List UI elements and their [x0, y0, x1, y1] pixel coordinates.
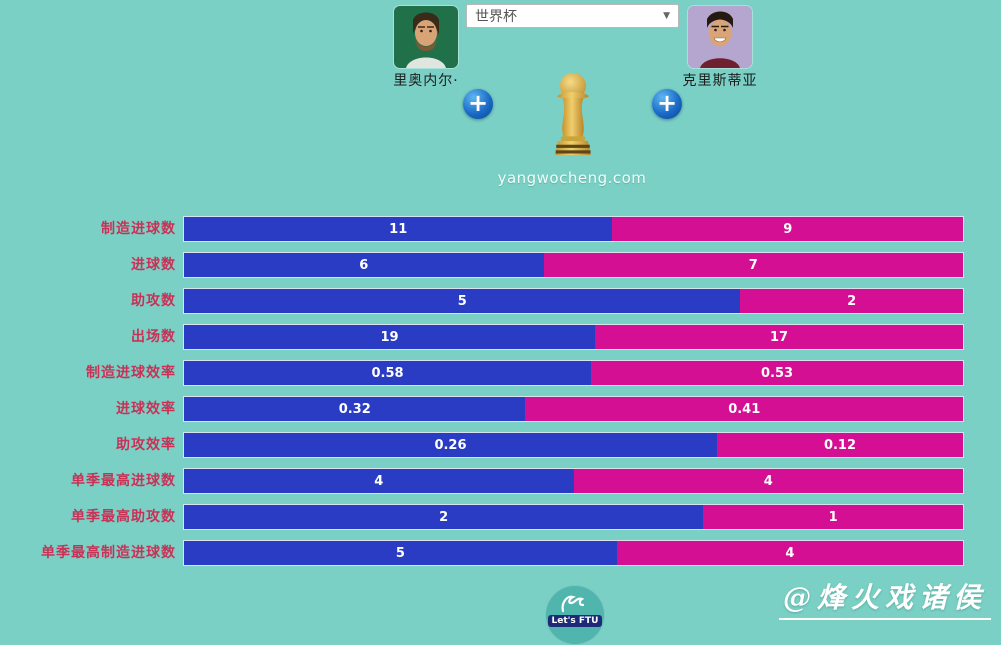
- author-watermark: @烽火戏诸侯: [778, 576, 991, 620]
- stacked-bar: 0.58 0.53: [183, 360, 964, 386]
- logo-text: Let's FTU: [547, 615, 603, 627]
- bar-segment-left: 5: [184, 541, 617, 565]
- chevron-down-icon: ▼: [663, 11, 670, 21]
- bar-value: 0.12: [823, 437, 857, 453]
- messi-photo-icon: [394, 6, 458, 68]
- plus-icon: +: [656, 88, 678, 117]
- stacked-bar: 19 17: [183, 324, 964, 350]
- player-right-name: 克里斯蒂亚: [682, 73, 758, 89]
- bar-value: 4: [763, 473, 773, 489]
- bar-segment-left: 6: [184, 253, 544, 277]
- bar-segment-left: 19: [184, 325, 596, 349]
- competition-select[interactable]: 世界杯 ▼: [466, 4, 679, 28]
- bar-value: 0.58: [371, 365, 404, 381]
- bar-value: 2: [847, 293, 857, 309]
- ronaldo-photo-icon: [688, 6, 752, 68]
- player-left-avatar: [394, 6, 458, 68]
- bar-value: 6: [359, 257, 369, 273]
- bar-value: 4: [785, 545, 795, 561]
- bar-segment-left: 4: [184, 469, 574, 493]
- bar-segment-right: 17: [595, 325, 963, 349]
- chart-row: 出场数 19 17: [0, 324, 1001, 350]
- lets-ftu-logo: Let's FTU: [545, 585, 605, 645]
- world-cup-trophy-icon: [545, 66, 601, 164]
- chart-row: 助攻数 5 2: [0, 288, 1001, 314]
- bar-segment-right: 0.12: [717, 433, 963, 457]
- bar-segment-left: 2: [184, 505, 704, 529]
- chart-row: 单季最高助攻数 2 1: [0, 504, 1001, 530]
- row-label: 助攻数: [131, 293, 176, 309]
- bar-segment-right: 1: [703, 505, 963, 529]
- bar-value: 0.32: [338, 401, 371, 417]
- bar-segment-right: 0.41: [525, 397, 963, 421]
- bar-segment-right: 4: [573, 469, 963, 493]
- row-label: 进球数: [131, 257, 176, 273]
- competition-select-value: 世界杯: [475, 9, 517, 25]
- row-label: 单季最高助攻数: [71, 509, 176, 525]
- bar-value: 4: [374, 473, 384, 489]
- chart-row: 助攻效率 0.26 0.12: [0, 432, 1001, 458]
- bar-segment-right: 2: [740, 289, 963, 313]
- bar-value: 17: [770, 329, 789, 345]
- bar-segment-left: 5: [184, 289, 741, 313]
- stacked-bar: 0.26 0.12: [183, 432, 964, 458]
- bar-value: 0.41: [728, 401, 761, 417]
- bar-value: 7: [748, 257, 758, 273]
- chart-row: 单季最高进球数 4 4: [0, 468, 1001, 494]
- row-label: 单季最高进球数: [71, 473, 176, 489]
- add-player-left-button[interactable]: +: [463, 89, 493, 119]
- bar-value: 2: [439, 509, 449, 525]
- add-player-right-button[interactable]: +: [652, 89, 682, 119]
- bar-segment-left: 0.32: [184, 397, 526, 421]
- row-label: 出场数: [131, 329, 176, 345]
- chart-row: 单季最高制造进球数 5 4: [0, 540, 1001, 566]
- chart-row: 制造进球数 11 9: [0, 216, 1001, 242]
- stacked-bar: 0.32 0.41: [183, 396, 964, 422]
- bar-value: 9: [783, 221, 793, 237]
- bar-segment-left: 0.58: [184, 361, 592, 385]
- row-label: 助攻效率: [116, 437, 176, 453]
- bar-value: 11: [389, 221, 408, 237]
- chart-row: 进球数 6 7: [0, 252, 1001, 278]
- chart-row: 制造进球效率 0.58 0.53: [0, 360, 1001, 386]
- bar-segment-left: 11: [184, 217, 613, 241]
- site-watermark: yangwocheng.com: [497, 169, 647, 187]
- bar-value: 19: [380, 329, 399, 345]
- bar-segment-right: 9: [612, 217, 963, 241]
- player-left-name: 里奥内尔·: [393, 73, 459, 89]
- row-label: 单季最高制造进球数: [41, 545, 176, 561]
- row-label: 制造进球效率: [86, 365, 176, 381]
- stacked-bar: 11 9: [183, 216, 964, 242]
- row-label: 进球效率: [116, 401, 176, 417]
- bar-value: 0.53: [760, 365, 794, 381]
- player-right-avatar: [688, 6, 752, 68]
- bar-value: 5: [395, 545, 405, 561]
- bar-value: 1: [828, 509, 838, 525]
- logo-doodle-icon: [561, 595, 585, 613]
- row-label: 制造进球数: [101, 221, 176, 237]
- bar-segment-right: 4: [616, 541, 963, 565]
- bar-segment-left: 0.26: [184, 433, 717, 457]
- plus-icon: +: [467, 88, 489, 117]
- bar-segment-right: 0.53: [591, 361, 963, 385]
- bar-value: 0.26: [434, 437, 467, 453]
- comparison-chart: 制造进球数 11 9 进球数 6 7 助攻数 5 2 出场数 19 17 制造进球效率 0.58 0.53 进…: [0, 216, 1001, 576]
- chart-row: 进球效率 0.32 0.41: [0, 396, 1001, 422]
- bar-value: 5: [457, 293, 467, 309]
- bar-segment-right: 7: [543, 253, 963, 277]
